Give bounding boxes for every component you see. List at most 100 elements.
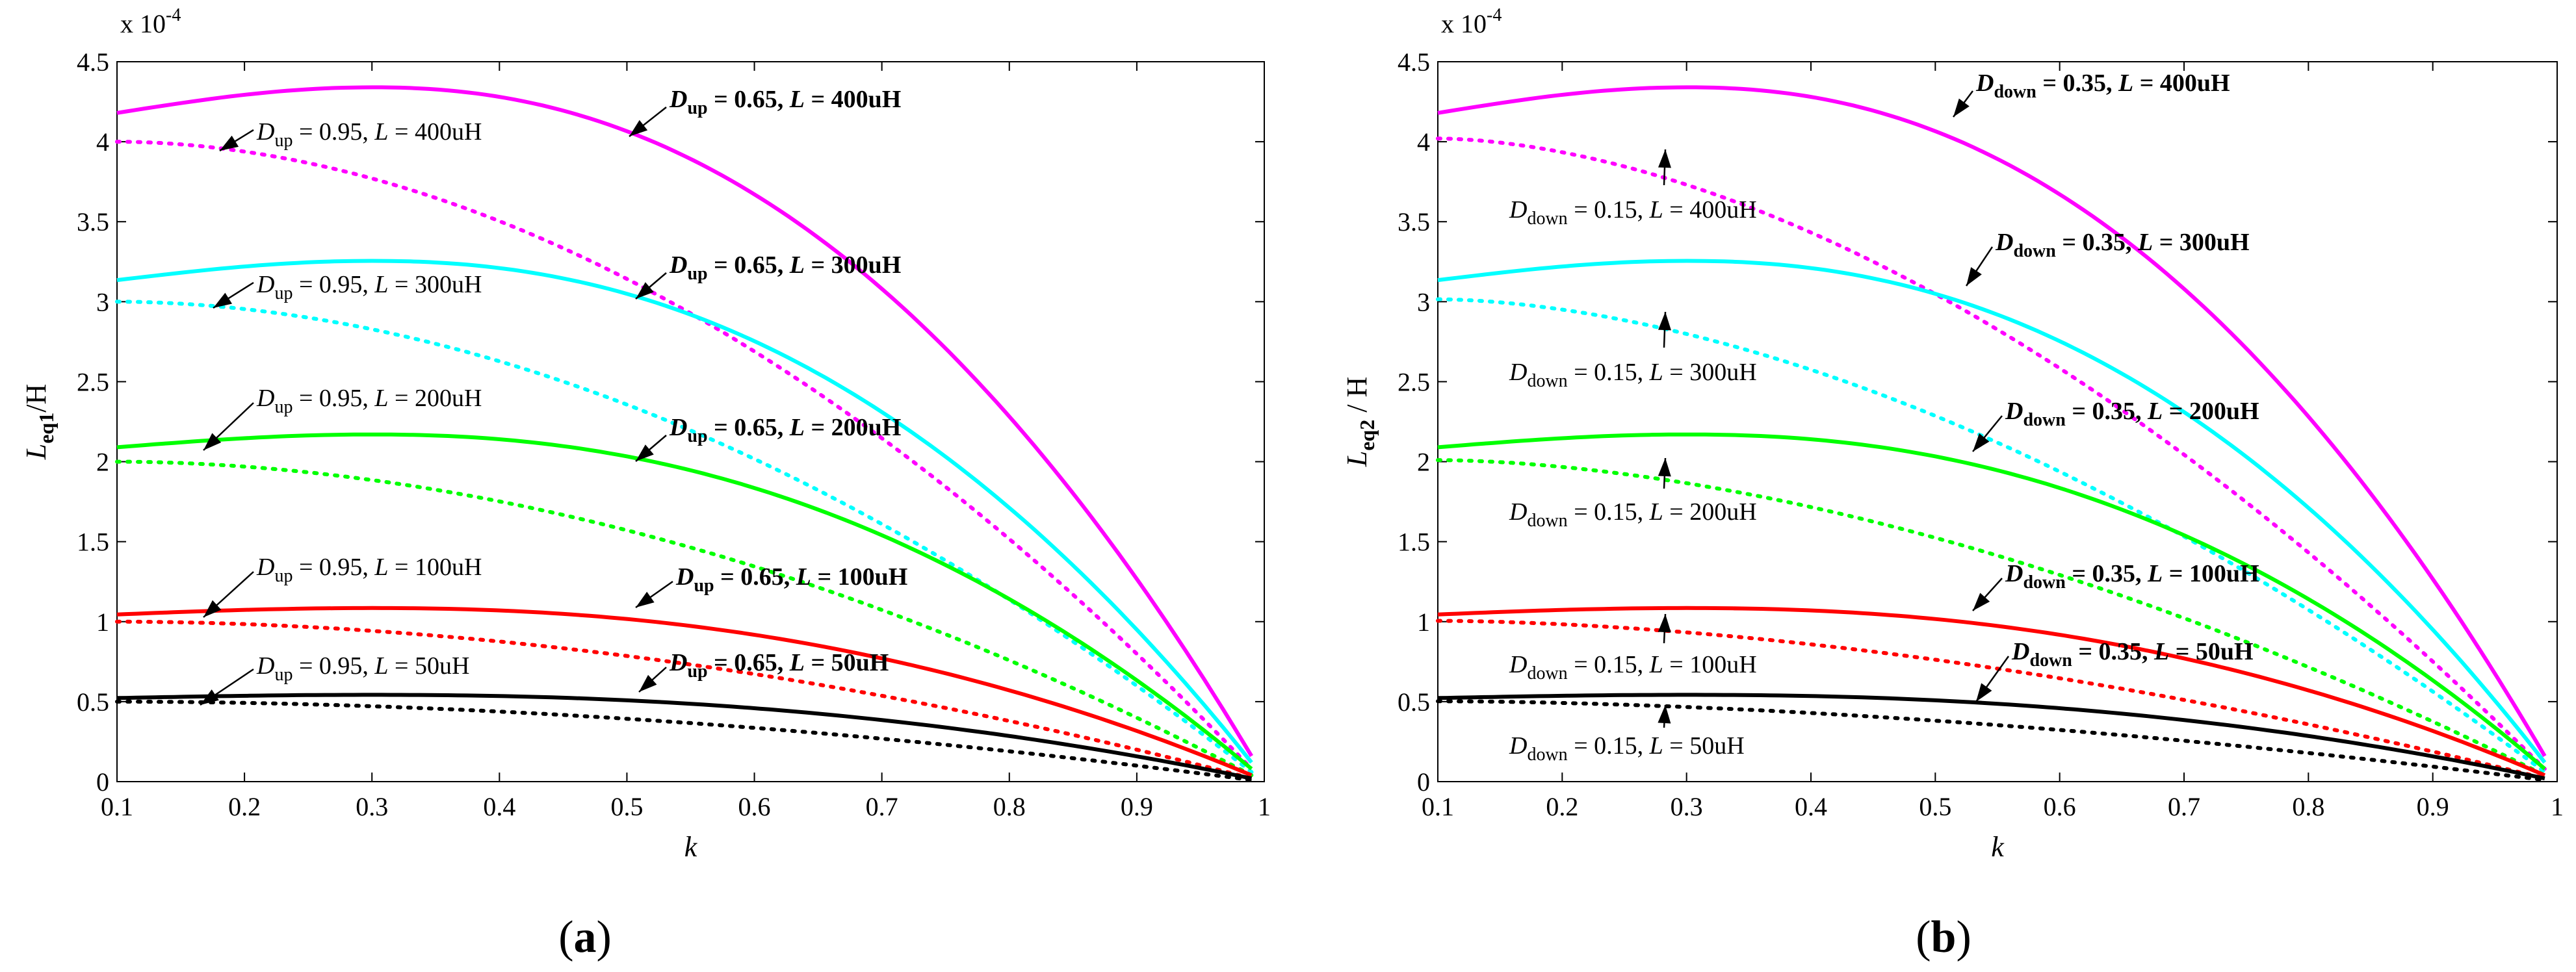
annotation-arrow-head	[203, 600, 222, 617]
series-line-100uh-solid	[1437, 606, 2546, 777]
series-annotation: Dup = 0.95, L = 100uH	[256, 554, 482, 586]
x-tick-label: 0.1	[101, 792, 133, 821]
annotation-arrow-head	[629, 120, 648, 136]
x-tick-label: 0.4	[1795, 792, 1827, 821]
y-tick-label: 0	[1417, 767, 1430, 797]
x-tick-label: 1	[2551, 792, 2564, 821]
y-tick-label: 0	[96, 767, 109, 797]
x-tick-label: 0.8	[993, 792, 1026, 821]
series-annotation: Ddown = 0.35, L = 400uH	[1975, 70, 2230, 102]
annotation-arrow-head	[1658, 614, 1671, 633]
annotation-arrow-head	[203, 433, 222, 450]
x-tick-label: 0.3	[356, 792, 388, 821]
series-line-400uh-solid	[116, 85, 1253, 758]
series-annotation: Ddown = 0.15, L = 200uH	[1509, 498, 1757, 531]
annotation-arrow-head	[1976, 683, 1992, 702]
series-annotation: Dup = 0.65, L = 400uH	[669, 86, 901, 118]
x-tick-label: 0.2	[228, 792, 261, 821]
x-tick-label: 0.3	[1671, 792, 1703, 821]
series-annotation: Ddown = 0.35, L = 50uH	[2011, 638, 2254, 671]
series-line-300uh-dotted	[115, 300, 1254, 774]
x-tick-label: 0.6	[738, 792, 771, 821]
series-annotation: Ddown = 0.15, L = 100uH	[1509, 651, 1757, 684]
y-tick-label: 3	[96, 287, 109, 316]
x-tick-label: 0.5	[610, 792, 643, 821]
y-tick-label: 1	[96, 608, 109, 637]
y-tick-label: 4.5	[77, 47, 109, 77]
annotation-arrow-head	[220, 135, 239, 151]
series-annotation: Ddown = 0.35, L = 100uH	[2005, 560, 2259, 593]
x-tick-label: 0.4	[483, 792, 515, 821]
y-tick-label: 3	[1417, 287, 1430, 316]
panel-label: (b)	[1916, 912, 1971, 962]
y-axis-label: Leq2 / H	[1341, 377, 1379, 467]
annotation-arrow-head	[200, 689, 219, 705]
annotation-arrow-head	[1658, 312, 1671, 331]
x-tick-label: 1	[1258, 792, 1271, 821]
y-tick-label: 1	[1417, 608, 1430, 637]
x-tick-label: 0.1	[1422, 792, 1454, 821]
x-tick-label: 0.8	[2292, 792, 2324, 821]
series-line-200uh-solid	[116, 432, 1253, 771]
y-tick-label: 4.5	[1398, 47, 1430, 77]
x-axis-label: k	[684, 831, 698, 863]
x-tick-label: 0.5	[1919, 792, 1951, 821]
plot-area-frame	[116, 61, 1265, 782]
series-annotation: Dup = 0.95, L = 400uH	[256, 118, 482, 151]
series-annotation: Ddown = 0.35, L = 200uH	[2005, 398, 2259, 430]
annotation-arrow-head	[639, 674, 657, 692]
annotation-arrow-head	[636, 282, 654, 299]
y-tick-label: 0.5	[1398, 687, 1430, 717]
annotation-arrow-head	[1973, 433, 1990, 452]
series-line-400uh-solid	[1437, 85, 2547, 758]
x-tick-label: 0.9	[1121, 792, 1153, 821]
y-tick-label: 4	[96, 127, 109, 157]
series-line-300uh-solid	[116, 259, 1253, 764]
annotation-arrow-head	[1658, 705, 1671, 724]
series-annotation: Dup = 0.65, L = 50uH	[669, 649, 889, 682]
series-annotation: Dup = 0.95, L = 50uH	[256, 652, 469, 685]
panel-label: (a)	[558, 912, 612, 962]
series-line-200uh-solid	[1437, 432, 2546, 771]
series-annotation: Dup = 0.95, L = 300uH	[256, 271, 482, 303]
y-tick-label: 4	[1417, 127, 1430, 157]
y-tick-label: 1.5	[1398, 528, 1430, 557]
plot-area-frame	[1437, 61, 2558, 782]
annotation-arrow-head	[1966, 267, 1982, 286]
y-tick-label: 0.5	[77, 687, 109, 717]
annotation-arrow-head	[213, 292, 233, 308]
panel-a: 0.1 0.2 0.3 0.4 0.5 0.6 0.7 0.8 0.9 1 0 0.5 1 1.5 2 2.5…	[20, 5, 1271, 962]
series-annotation: Ddown = 0.15, L = 50uH	[1509, 732, 1745, 765]
x-axis-label: k	[1991, 831, 2005, 863]
x-tick-label: 0.7	[866, 792, 898, 821]
series-annotation: Ddown = 0.15, L = 300uH	[1509, 359, 1757, 391]
panel-b: 0.1 0.2 0.3 0.4 0.5 0.6 0.7 0.8 0.9 1 0 0.5 1 1.5 2 2.5…	[1341, 5, 2564, 962]
series-line-300uh-dotted	[1436, 297, 2547, 774]
series-annotation: Dup = 0.65, L = 300uH	[669, 251, 901, 284]
y-exponent-label: x 10-4	[120, 5, 181, 38]
series-line-200uh-dotted	[1436, 458, 2547, 778]
series-line-50uh-solid	[1437, 693, 2545, 781]
annotation-arrow-head	[1973, 593, 1990, 611]
y-tick-label: 2	[1417, 448, 1430, 477]
y-tick-label: 2	[96, 448, 109, 477]
series-line-300uh-solid	[1437, 259, 2547, 764]
y-tick-label: 2.5	[77, 367, 109, 396]
series-line-50uh-solid	[116, 693, 1253, 781]
series-line-50uh-dotted	[115, 699, 1254, 782]
series-line-50uh-dotted	[1436, 699, 2547, 782]
annotation-arrow-head	[1658, 149, 1671, 168]
x-tick-label: 0.2	[1546, 792, 1578, 821]
y-tick-label: 3.5	[77, 207, 109, 237]
annotation-arrow-head	[636, 444, 654, 461]
series-line-400uh-dotted	[115, 140, 1254, 771]
annotation-arrow-head	[1658, 458, 1671, 477]
x-tick-label: 0.6	[2044, 792, 2076, 821]
series-line-100uh-dotted	[115, 619, 1254, 781]
y-tick-label: 1.5	[77, 528, 109, 557]
series-annotation: Ddown = 0.15, L = 400uH	[1509, 196, 1757, 229]
series-line-400uh-dotted	[1436, 136, 2547, 771]
annotation-arrow-head	[1953, 98, 1970, 117]
series-annotation: Dup = 0.95, L = 200uH	[256, 385, 482, 417]
